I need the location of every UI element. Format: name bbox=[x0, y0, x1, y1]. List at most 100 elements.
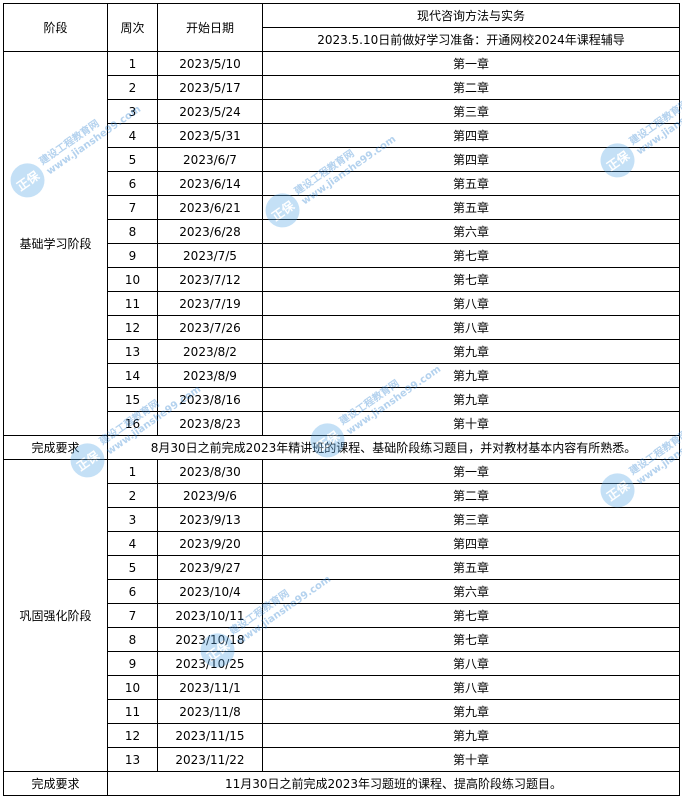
stage-name: 巩固强化阶段 bbox=[3, 459, 108, 772]
requirement-text: 8月30日之前完成2023年精讲班的课程、基础阶段练习题目，并对教材基本内容有所… bbox=[107, 435, 680, 460]
table-row: 巩固强化阶段 1 2023/8/30 第一章 bbox=[3, 459, 680, 772]
chapter-cell: 第五章 bbox=[262, 195, 680, 220]
date-cell: 2023/6/7 bbox=[157, 147, 263, 172]
week-cell: 12 bbox=[107, 315, 158, 340]
chapter-cell: 第五章 bbox=[262, 171, 680, 196]
date-cell: 2023/11/15 bbox=[157, 723, 263, 748]
table-row: 12 2023/7/26 第八章 bbox=[4, 315, 680, 340]
week-cell: 12 bbox=[107, 723, 158, 748]
chapter-cell: 第一章 bbox=[262, 459, 680, 484]
date-cell: 2023/9/13 bbox=[157, 507, 263, 532]
week-cell: 7 bbox=[107, 603, 158, 628]
week-cell: 11 bbox=[107, 699, 158, 724]
week-cell: 1 bbox=[107, 51, 158, 76]
chapter-cell: 第七章 bbox=[262, 243, 680, 268]
table-row: 13 2023/8/2 第九章 bbox=[4, 339, 680, 364]
week-cell: 5 bbox=[107, 555, 158, 580]
chapter-cell: 第二章 bbox=[262, 75, 680, 100]
date-cell: 2023/6/28 bbox=[157, 219, 263, 244]
week-cell: 2 bbox=[107, 75, 158, 100]
header-prep-note: 2023.5.10日前做好学习准备：开通网校2024年课程辅导 bbox=[262, 27, 680, 52]
date-cell: 2023/7/26 bbox=[157, 315, 263, 340]
week-cell: 13 bbox=[107, 339, 158, 364]
chapter-cell: 第八章 bbox=[262, 675, 680, 700]
chapter-cell: 第八章 bbox=[262, 651, 680, 676]
table-row: 8 2023/10/18 第七章 bbox=[4, 627, 680, 652]
chapter-cell: 第六章 bbox=[262, 219, 680, 244]
chapter-cell: 第十章 bbox=[262, 411, 680, 436]
date-cell: 2023/9/6 bbox=[157, 483, 263, 508]
week-cell: 11 bbox=[107, 291, 158, 316]
chapter-cell: 第五章 bbox=[262, 555, 680, 580]
requirement-row: 完成要求 8月30日之前完成2023年精讲班的课程、基础阶段练习题目，并对教材基本… bbox=[3, 435, 680, 460]
chapter-cell: 第七章 bbox=[262, 603, 680, 628]
week-cell: 10 bbox=[107, 675, 158, 700]
stage-name: 基础学习阶段 bbox=[3, 51, 108, 436]
study-schedule-table: 阶段 周次 开始日期 现代咨询方法与实务 2023.5.10日前做好学习准备：开… bbox=[3, 3, 680, 796]
chapter-cell: 第七章 bbox=[262, 267, 680, 292]
table-row: 10 2023/11/1 第八章 bbox=[4, 675, 680, 700]
table-row: 14 2023/8/9 第九章 bbox=[4, 363, 680, 388]
table-row: 4 2023/9/20 第四章 bbox=[4, 531, 680, 556]
chapter-cell: 第九章 bbox=[262, 699, 680, 724]
date-cell: 2023/8/23 bbox=[157, 411, 263, 436]
header-row: 阶段 周次 开始日期 现代咨询方法与实务 bbox=[3, 3, 680, 52]
table-row: 16 2023/8/23 第十章 bbox=[4, 411, 680, 436]
chapter-cell: 第二章 bbox=[262, 483, 680, 508]
date-cell: 2023/8/2 bbox=[157, 339, 263, 364]
table-row: 11 2023/11/8 第九章 bbox=[4, 699, 680, 724]
week-cell: 4 bbox=[107, 123, 158, 148]
table-row: 5 2023/6/7 第四章 bbox=[4, 147, 680, 172]
date-cell: 2023/11/8 bbox=[157, 699, 263, 724]
week-cell: 10 bbox=[107, 267, 158, 292]
week-cell: 9 bbox=[107, 651, 158, 676]
week-cell: 7 bbox=[107, 195, 158, 220]
date-cell: 2023/6/14 bbox=[157, 171, 263, 196]
week-cell: 16 bbox=[107, 411, 158, 436]
chapter-cell: 第三章 bbox=[262, 507, 680, 532]
chapter-cell: 第十章 bbox=[262, 747, 680, 772]
chapter-cell: 第九章 bbox=[262, 723, 680, 748]
date-cell: 2023/10/18 bbox=[157, 627, 263, 652]
date-cell: 2023/5/17 bbox=[157, 75, 263, 100]
chapter-cell: 第三章 bbox=[262, 99, 680, 124]
date-cell: 2023/7/12 bbox=[157, 267, 263, 292]
chapter-cell: 第九章 bbox=[262, 363, 680, 388]
chapter-cell: 第九章 bbox=[262, 387, 680, 412]
table-row: 7 2023/10/11 第七章 bbox=[4, 603, 680, 628]
table-row: 9 2023/7/5 第七章 bbox=[4, 243, 680, 268]
date-cell: 2023/8/16 bbox=[157, 387, 263, 412]
header-subject: 现代咨询方法与实务 bbox=[262, 3, 680, 28]
table-row: 基础学习阶段 1 2023/5/10 第一章 bbox=[3, 51, 680, 436]
date-cell: 2023/8/30 bbox=[157, 459, 263, 484]
table-row: 12 2023/11/15 第九章 bbox=[4, 723, 680, 748]
requirement-label: 完成要求 bbox=[3, 771, 108, 796]
date-cell: 2023/9/27 bbox=[157, 555, 263, 580]
table-row: 5 2023/9/27 第五章 bbox=[4, 555, 680, 580]
week-cell: 6 bbox=[107, 171, 158, 196]
week-cell: 15 bbox=[107, 387, 158, 412]
week-cell: 1 bbox=[107, 459, 158, 484]
week-cell: 5 bbox=[107, 147, 158, 172]
requirement-label: 完成要求 bbox=[3, 435, 108, 460]
chapter-cell: 第七章 bbox=[262, 627, 680, 652]
week-cell: 3 bbox=[107, 99, 158, 124]
date-cell: 2023/10/11 bbox=[157, 603, 263, 628]
week-cell: 4 bbox=[107, 531, 158, 556]
date-cell: 2023/5/24 bbox=[157, 99, 263, 124]
chapter-cell: 第六章 bbox=[262, 579, 680, 604]
chapter-cell: 第九章 bbox=[262, 339, 680, 364]
requirement-row: 完成要求 11月30日之前完成2023年习题班的课程、提高阶段练习题目。 bbox=[3, 771, 680, 796]
table-row: 10 2023/7/12 第七章 bbox=[4, 267, 680, 292]
week-cell: 8 bbox=[107, 219, 158, 244]
chapter-cell: 第四章 bbox=[262, 531, 680, 556]
header-week: 周次 bbox=[107, 3, 158, 52]
date-cell: 2023/5/10 bbox=[157, 51, 263, 76]
table-row: 13 2023/11/22 第十章 bbox=[4, 747, 680, 772]
chapter-cell: 第四章 bbox=[262, 123, 680, 148]
date-cell: 2023/6/21 bbox=[157, 195, 263, 220]
date-cell: 2023/5/31 bbox=[157, 123, 263, 148]
date-cell: 2023/10/4 bbox=[157, 579, 263, 604]
date-cell: 2023/10/25 bbox=[157, 651, 263, 676]
header-start-date: 开始日期 bbox=[157, 3, 263, 52]
